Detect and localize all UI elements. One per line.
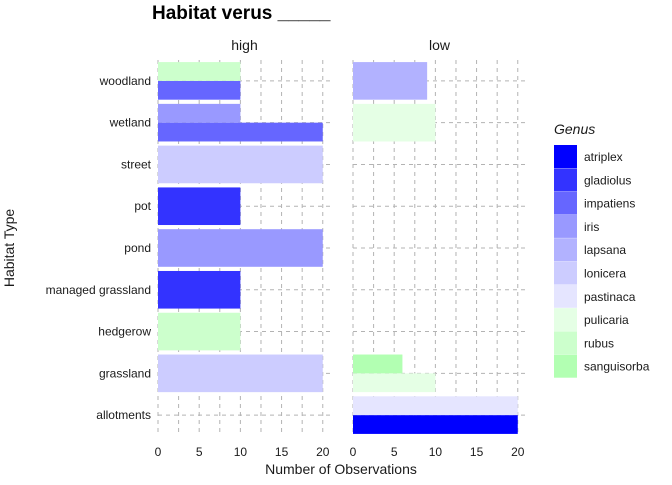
bar-low-allotments-atriplex [353, 415, 518, 434]
bar-high-pond-iris [158, 229, 323, 267]
y-tick-label-pond: pond [124, 241, 151, 255]
facet-strip-low: low [429, 37, 451, 53]
x-tick-label: 20 [316, 445, 330, 459]
labels-layer: high 0 5 10 15 20 low 0 5 10 15 20 allotments grassla… [46, 37, 525, 459]
x-tick-label: 15 [470, 445, 484, 459]
legend-swatch-iris [554, 214, 577, 238]
legend-label-pastinaca: pastinaca [584, 290, 636, 304]
legend-swatch-atriplex [554, 145, 577, 168]
legend-label-atriplex: atriplex [584, 150, 623, 164]
legend-swatch-gladiolus [554, 168, 577, 192]
chart-title: Habitat verus _____ [152, 3, 331, 24]
legend-label-lapsana: lapsana [584, 243, 626, 257]
legend-label-impatiens: impatiens [584, 197, 635, 211]
legend: atriplex gladiolus impatiens iris lapsana lon… [554, 145, 650, 378]
legend-label-gladiolus: gladiolus [584, 173, 631, 187]
y-axis-title: Habitat Type [1, 209, 17, 288]
legend-swatch-lapsana [554, 238, 577, 262]
y-tick-label-wetland: wetland [109, 116, 151, 130]
x-tick-label: 0 [155, 445, 162, 459]
bar-low-allotments-pastinaca [353, 396, 518, 416]
legend-label-lonicera: lonicera [584, 267, 626, 281]
legend-swatch-sanguisorba [554, 354, 577, 378]
bar-high-grassland-lonicera [158, 354, 323, 393]
legend-swatch-rubus [554, 331, 577, 355]
y-tick-label-street: street [121, 157, 152, 171]
bars-layer [158, 62, 518, 434]
x-tick-label: 20 [511, 445, 525, 459]
bar-high-pot-gladiolus [158, 187, 241, 226]
legend-label-rubus: rubus [584, 336, 614, 350]
x-tick-label: 5 [196, 445, 203, 459]
bar-high-street-lonicera [158, 145, 323, 184]
legend-swatch-pastinaca [554, 284, 577, 308]
legend-swatch-lonicera [554, 261, 577, 285]
legend-swatch-impatiens [554, 191, 577, 215]
legend-label-pulicaria: pulicaria [584, 313, 629, 327]
x-tick-label: 10 [429, 445, 443, 459]
bar-high-wetland-iris [158, 103, 241, 123]
bar-high-woodland-rubus [158, 62, 241, 81]
x-axis-title: Number of Observations [265, 461, 417, 477]
y-tick-label-grassland: grassland [99, 366, 151, 380]
facet-strip-high: high [231, 37, 257, 53]
bar-high-hedgerow-rubus [158, 312, 241, 351]
bar-high-woodland-impatiens [158, 80, 241, 100]
x-tick-label: 15 [275, 445, 289, 459]
y-tick-label-managed-grassland: managed grassland [46, 283, 151, 297]
y-tick-label-hedgerow: hedgerow [98, 325, 151, 339]
legend-swatch-pulicaria [554, 308, 577, 332]
legend-label-sanguisorba: sanguisorba [584, 360, 650, 374]
bar-high-wetland-impatiens [158, 122, 323, 142]
bar-high-managed-grassland-gladiolus [158, 270, 241, 309]
y-tick-label-allotments: allotments [96, 408, 151, 422]
bar-low-wetland-pulicaria [353, 103, 436, 142]
bar-low-grassland-sanguisorba [353, 354, 403, 374]
y-tick-label-woodland: woodland [99, 74, 151, 88]
bar-low-woodland-lapsana [353, 62, 428, 100]
x-tick-label: 5 [391, 445, 398, 459]
y-tick-label-pot: pot [134, 199, 151, 213]
x-tick-label: 0 [350, 445, 357, 459]
legend-label-iris: iris [584, 220, 599, 234]
bar-low-grassland-pulicaria [353, 373, 436, 393]
legend-title: Genus [554, 121, 595, 137]
x-tick-label: 10 [234, 445, 248, 459]
